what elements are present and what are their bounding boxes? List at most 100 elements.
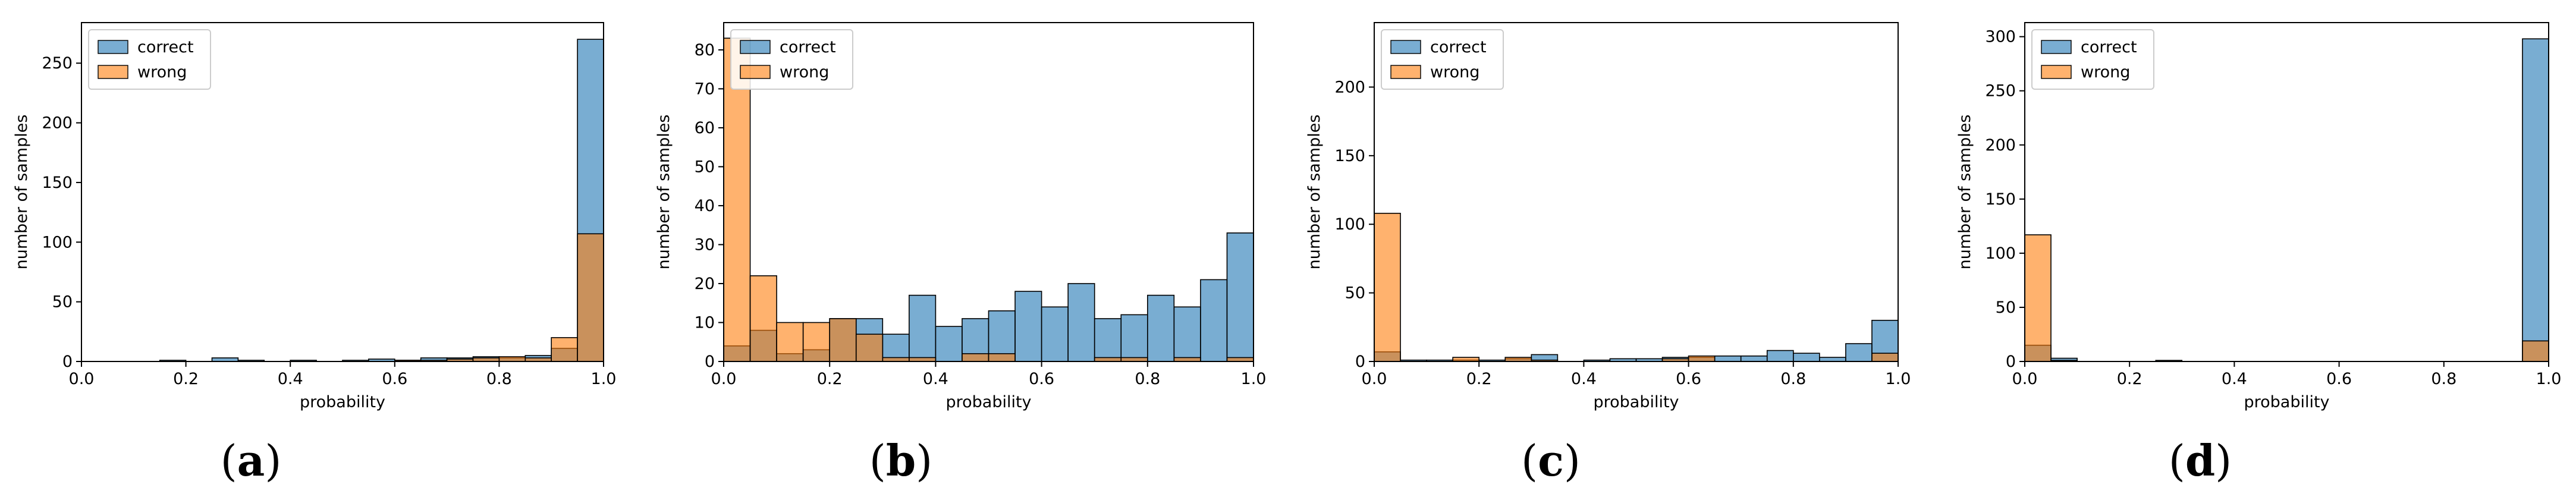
y-tick-label: 60 bbox=[695, 119, 715, 137]
bar-wrong-19 bbox=[577, 233, 604, 362]
bar-wrong-3 bbox=[802, 322, 831, 362]
x-tick-label: 0.0 bbox=[1362, 370, 1387, 388]
bar-wrong-0 bbox=[2024, 234, 2052, 362]
bar-correct-17 bbox=[1819, 357, 1846, 362]
bar-wrong-16 bbox=[498, 356, 526, 362]
x-tick-label: 1.0 bbox=[1886, 370, 1911, 388]
x-tick-label: 0.4 bbox=[2222, 370, 2247, 388]
panel-4: 0.0 0.2 0.4 0.6 0.8 1.0 0 50 100 150 200 250 300 prob… bbox=[1956, 22, 2562, 486]
x-tick-label: 0.4 bbox=[278, 370, 303, 388]
x-tick-label: 0.4 bbox=[923, 370, 948, 388]
bar-wrong-19 bbox=[2522, 340, 2549, 362]
bar-correct-6 bbox=[882, 334, 910, 362]
x-tick-label: 1.0 bbox=[1241, 370, 1267, 388]
panel-1: 0.0 0.2 0.4 0.6 0.8 1.0 0 50 100 150 200 250 probabi… bbox=[12, 22, 617, 486]
y-tick-label: 100 bbox=[42, 233, 73, 251]
bar-correct-12 bbox=[1041, 306, 1069, 362]
legend-label-correct: correct bbox=[780, 38, 836, 56]
bar-correct-8 bbox=[935, 326, 963, 362]
y-axis-label: number of samples bbox=[655, 115, 673, 270]
legend-label-wrong: wrong bbox=[780, 63, 829, 81]
panel-2: 0.0 0.2 0.4 0.6 0.8 1.0 0 10 20 30 40 50 60 70 80 proba… bbox=[655, 22, 1267, 486]
x-tick-label: 1.0 bbox=[591, 370, 617, 388]
y-tick-label: 150 bbox=[1334, 147, 1365, 165]
bar-correct-17 bbox=[1173, 306, 1201, 362]
y-tick-label: 0 bbox=[1355, 353, 1365, 371]
series-wrong bbox=[394, 233, 604, 362]
y-tick-label: 300 bbox=[1985, 28, 2016, 46]
axes-frame bbox=[723, 22, 1254, 362]
y-tick-label: 50 bbox=[52, 293, 73, 312]
y-tick-label: 40 bbox=[695, 197, 715, 215]
legend-swatch-correct bbox=[98, 40, 128, 54]
legend-swatch-correct bbox=[740, 40, 771, 54]
y-tick-label: 70 bbox=[695, 80, 715, 98]
x-axis-label: probability bbox=[2244, 393, 2329, 411]
y-tick-label: 150 bbox=[42, 174, 73, 192]
x-tick-label: 1.0 bbox=[2536, 370, 2562, 388]
panel-label: (d) bbox=[2169, 435, 2232, 486]
bar-correct-15 bbox=[1120, 314, 1148, 362]
legend-swatch-correct bbox=[2041, 40, 2072, 54]
y-tick-label: 0 bbox=[2006, 353, 2016, 371]
y-tick-label: 150 bbox=[1985, 190, 2016, 209]
x-tick-label: 0.6 bbox=[1676, 370, 1701, 388]
y-tick-label: 0 bbox=[62, 353, 73, 371]
x-tick-label: 0.2 bbox=[2117, 370, 2143, 388]
bar-correct-15 bbox=[1766, 350, 1794, 362]
bar-wrong-2 bbox=[776, 322, 804, 362]
bar-correct-14 bbox=[1740, 355, 1768, 362]
x-tick-label: 0.4 bbox=[1571, 370, 1597, 388]
legend: correct wrong bbox=[88, 29, 211, 90]
legend-label-correct: correct bbox=[137, 38, 194, 56]
bar-correct-13 bbox=[1714, 355, 1742, 362]
legend-swatch-wrong bbox=[1390, 65, 1421, 79]
series-correct bbox=[1374, 319, 1899, 362]
y-axis-label: number of samples bbox=[12, 115, 31, 270]
bar-correct-19 bbox=[1226, 232, 1254, 362]
series-wrong bbox=[1374, 212, 1899, 362]
legend: correct wrong bbox=[2031, 29, 2154, 90]
x-tick-label: 0.2 bbox=[1466, 370, 1492, 388]
axes-frame bbox=[81, 22, 604, 362]
x-tick-label: 0.6 bbox=[1029, 370, 1054, 388]
bar-correct-16 bbox=[1793, 353, 1820, 362]
axes-frame bbox=[1374, 22, 1899, 362]
y-tick-label: 50 bbox=[1345, 284, 1365, 303]
bar-wrong-19 bbox=[1871, 353, 1899, 362]
axes-frame bbox=[2024, 22, 2549, 362]
legend-label-wrong: wrong bbox=[137, 63, 187, 81]
y-tick-label: 100 bbox=[1334, 215, 1365, 234]
bar-correct-11 bbox=[1014, 291, 1042, 362]
bar-correct-16 bbox=[1147, 294, 1175, 362]
x-tick-label: 0.0 bbox=[69, 370, 95, 388]
x-tick-label: 0.2 bbox=[817, 370, 843, 388]
bar-correct-14 bbox=[1094, 318, 1122, 362]
x-axis-label: probability bbox=[1593, 393, 1679, 411]
x-axis-label: probability bbox=[945, 393, 1031, 411]
bar-correct-19 bbox=[2522, 38, 2549, 362]
panel-label: (a) bbox=[221, 435, 282, 486]
x-axis-label: probability bbox=[300, 393, 385, 411]
x-tick-label: 0.6 bbox=[382, 370, 407, 388]
series-wrong bbox=[2024, 234, 2549, 362]
legend-swatch-wrong bbox=[2041, 65, 2072, 79]
y-tick-label: 10 bbox=[695, 313, 715, 332]
bar-wrong-5 bbox=[855, 334, 884, 362]
panel-label: (c) bbox=[1521, 435, 1581, 486]
x-tick-label: 0.8 bbox=[486, 370, 512, 388]
bar-wrong-10 bbox=[988, 353, 1016, 362]
panel-label: (b) bbox=[869, 435, 933, 486]
series-correct bbox=[723, 232, 1254, 362]
legend-label-correct: correct bbox=[2081, 38, 2137, 56]
y-tick-label: 100 bbox=[1985, 244, 2016, 263]
legend: correct wrong bbox=[730, 29, 853, 90]
y-tick-label: 200 bbox=[1985, 136, 2016, 155]
bar-wrong-9 bbox=[962, 353, 989, 362]
y-tick-label: 50 bbox=[1996, 298, 2016, 317]
y-tick-label: 20 bbox=[695, 275, 715, 293]
legend-label-wrong: wrong bbox=[2081, 63, 2130, 81]
x-tick-label: 0.6 bbox=[2326, 370, 2352, 388]
y-tick-label: 50 bbox=[695, 158, 715, 176]
